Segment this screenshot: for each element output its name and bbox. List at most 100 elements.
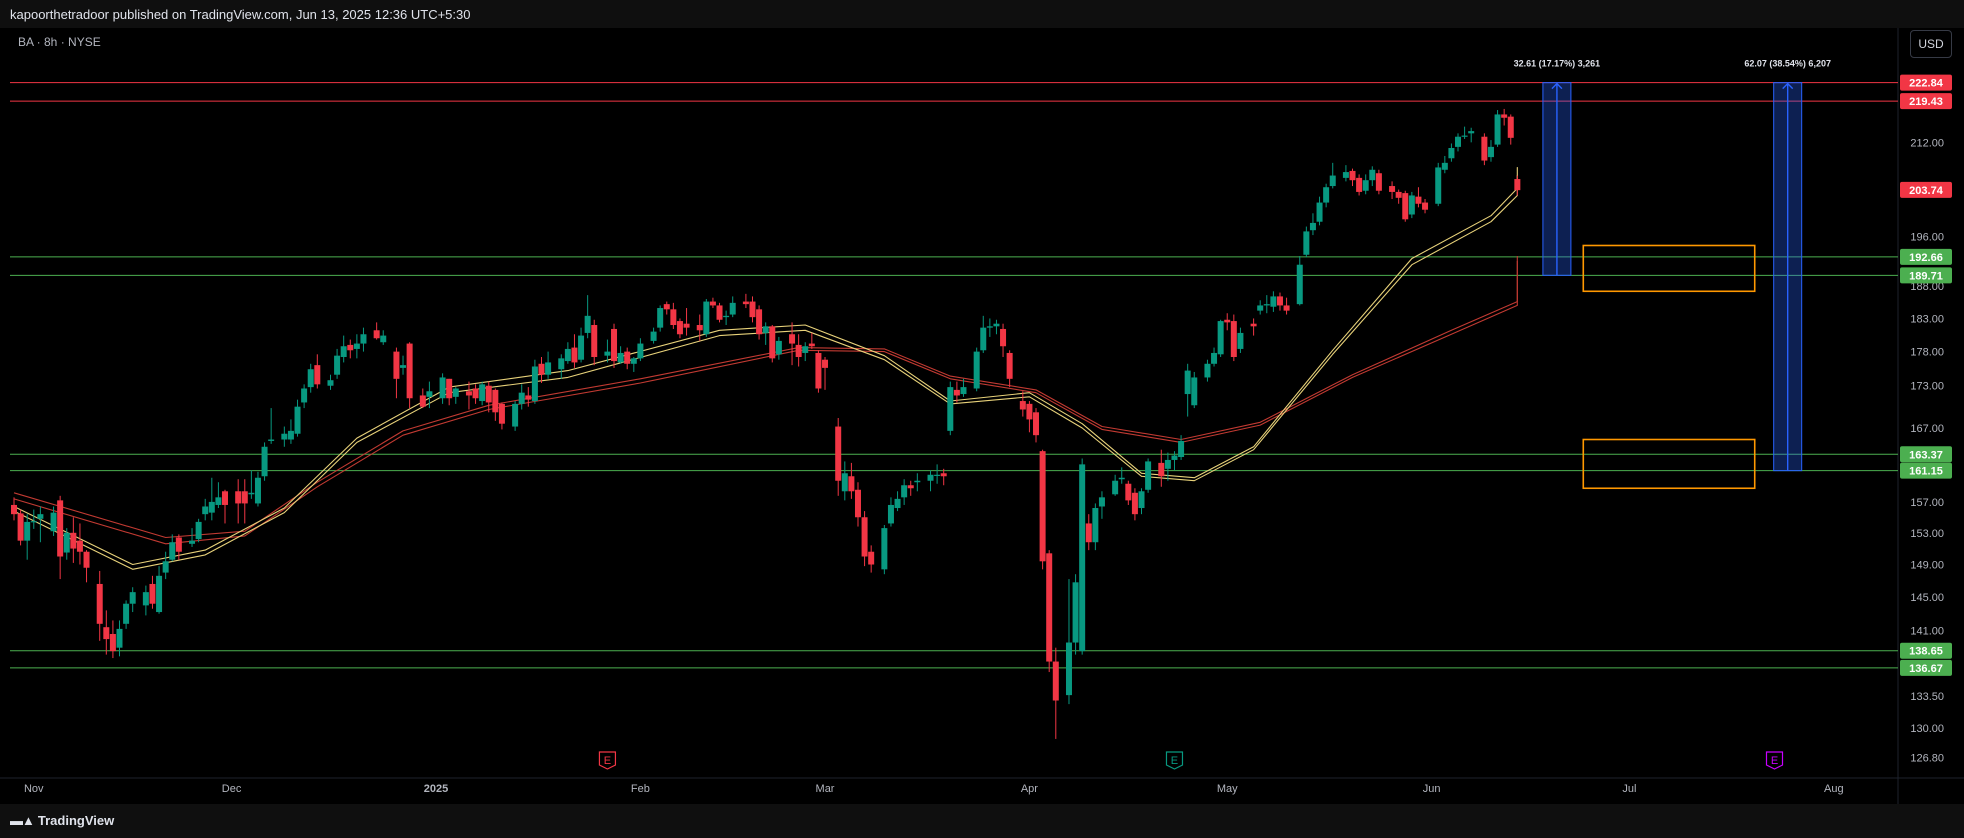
- level-price-tag-label: 138.65: [1909, 646, 1943, 658]
- candle-body: [1514, 179, 1521, 191]
- candle-body: [1276, 296, 1283, 306]
- candle-body: [769, 326, 776, 359]
- candle-body: [1507, 116, 1514, 138]
- candle-body: [637, 343, 644, 359]
- candle-body: [742, 301, 749, 305]
- earnings-flag-outline: [598, 751, 617, 770]
- candle-body: [1257, 305, 1264, 311]
- candle-body: [1461, 135, 1468, 137]
- price-tick-label: 153.00: [1910, 528, 1944, 540]
- candle-body: [531, 366, 538, 402]
- level-price-tag: [1900, 642, 1952, 659]
- candle-body: [498, 403, 505, 424]
- candle-body: [281, 433, 288, 440]
- candle-body: [261, 446, 268, 477]
- candle-body: [591, 325, 598, 358]
- arrow-up-icon: [1782, 82, 1794, 90]
- candle-body: [1481, 136, 1488, 161]
- earnings-flag-icon[interactable]: E: [598, 751, 617, 770]
- candle-body: [129, 592, 136, 604]
- candle-body: [307, 369, 314, 388]
- price-tick-label: 167.00: [1910, 423, 1944, 435]
- candle-body: [1422, 202, 1429, 210]
- level-price-tag: [1900, 248, 1952, 265]
- price-tick-label: 157.00: [1910, 497, 1944, 509]
- chart-area[interactable]: 32.61 (17.17%) 3,261 62.07 (38.54%) 6,207…: [0, 28, 1964, 804]
- time-tick-label: May: [1217, 783, 1238, 795]
- ema-slow-line-2: [13, 256, 1518, 539]
- currency-button[interactable]: USD: [1910, 30, 1952, 58]
- level-price-tag: [1900, 74, 1952, 91]
- candle-body: [347, 344, 354, 351]
- candle-body: [400, 365, 407, 368]
- candle-body: [1033, 412, 1040, 436]
- candle-body: [472, 388, 479, 399]
- earnings-flag-icon[interactable]: E: [1765, 751, 1784, 770]
- candle-body: [1171, 455, 1178, 460]
- candle-body: [1309, 222, 1316, 231]
- candle-body: [538, 363, 545, 375]
- level-price-tag-label: 219.43: [1909, 96, 1943, 108]
- candle-body: [901, 485, 908, 498]
- earnings-flag-outline: [1165, 751, 1184, 770]
- level-price-tag-label: 136.67: [1909, 663, 1943, 675]
- level-price-tag-label: 222.84: [1909, 78, 1944, 90]
- candle-body: [558, 358, 565, 370]
- candle-body: [149, 583, 156, 604]
- candle-body: [50, 512, 57, 532]
- candle-body: [789, 334, 796, 344]
- price-range-label-2: 62.07 (38.54%) 6,207: [1744, 59, 1831, 69]
- candle-body: [1415, 196, 1422, 204]
- tradingview-logo[interactable]: ▬▲ TradingView: [10, 813, 114, 828]
- time-tick-label: Dec: [222, 783, 242, 795]
- candle-body: [1303, 231, 1310, 255]
- candle-body: [670, 309, 677, 326]
- candle-body: [723, 315, 730, 318]
- earnings-flag-letter: E: [1171, 755, 1178, 767]
- candle-body: [169, 542, 176, 560]
- candle-body: [215, 497, 222, 505]
- last-price-label: 203.74: [1909, 185, 1944, 197]
- plot-background: [0, 28, 1964, 804]
- time-tick-label: Feb: [631, 783, 650, 795]
- price-tick-label: 196.00: [1910, 231, 1944, 243]
- candle-body: [248, 492, 255, 495]
- candle-body: [815, 352, 822, 389]
- symbol-legend[interactable]: BA · 8h · NYSE: [18, 35, 101, 49]
- candle-body: [96, 583, 103, 624]
- candle-body: [1323, 187, 1330, 203]
- candle-body: [202, 506, 209, 515]
- candle-body: [1039, 451, 1046, 562]
- candle-body: [116, 628, 123, 648]
- candle-body: [907, 485, 914, 489]
- candle-body: [940, 473, 947, 477]
- candle-body: [934, 474, 941, 476]
- footer-bar: ▬▲ TradingView: [0, 804, 1964, 838]
- earnings-flag-icon[interactable]: E: [1165, 751, 1184, 770]
- candle-body: [268, 439, 275, 441]
- price-range-label-1: 32.61 (17.17%) 3,261: [1514, 59, 1601, 69]
- price-chart[interactable]: 32.61 (17.17%) 3,261 62.07 (38.54%) 6,207…: [0, 28, 1964, 804]
- level-price-tag: [1900, 93, 1952, 110]
- candle-body: [426, 391, 433, 397]
- candle-body: [1026, 403, 1033, 420]
- level-price-tag: [1900, 659, 1952, 676]
- candle-body: [24, 521, 31, 541]
- candle-body: [960, 387, 967, 395]
- candle-body: [1052, 661, 1059, 701]
- candle-body: [1184, 370, 1191, 395]
- candle-body: [584, 315, 591, 333]
- candle-body: [1112, 480, 1119, 495]
- candle-body: [156, 575, 163, 613]
- level-price-tag-label: 192.66: [1909, 252, 1943, 264]
- candle-body: [63, 532, 70, 553]
- candle-body: [1211, 352, 1218, 364]
- candle-body: [1494, 114, 1501, 145]
- candle-body: [1118, 477, 1125, 480]
- candle-body: [822, 359, 829, 368]
- candle-body: [683, 323, 690, 328]
- candle-body: [294, 406, 301, 434]
- price-tick-label: 149.00: [1910, 560, 1944, 572]
- candle-body: [663, 304, 670, 310]
- candle-body: [373, 330, 380, 339]
